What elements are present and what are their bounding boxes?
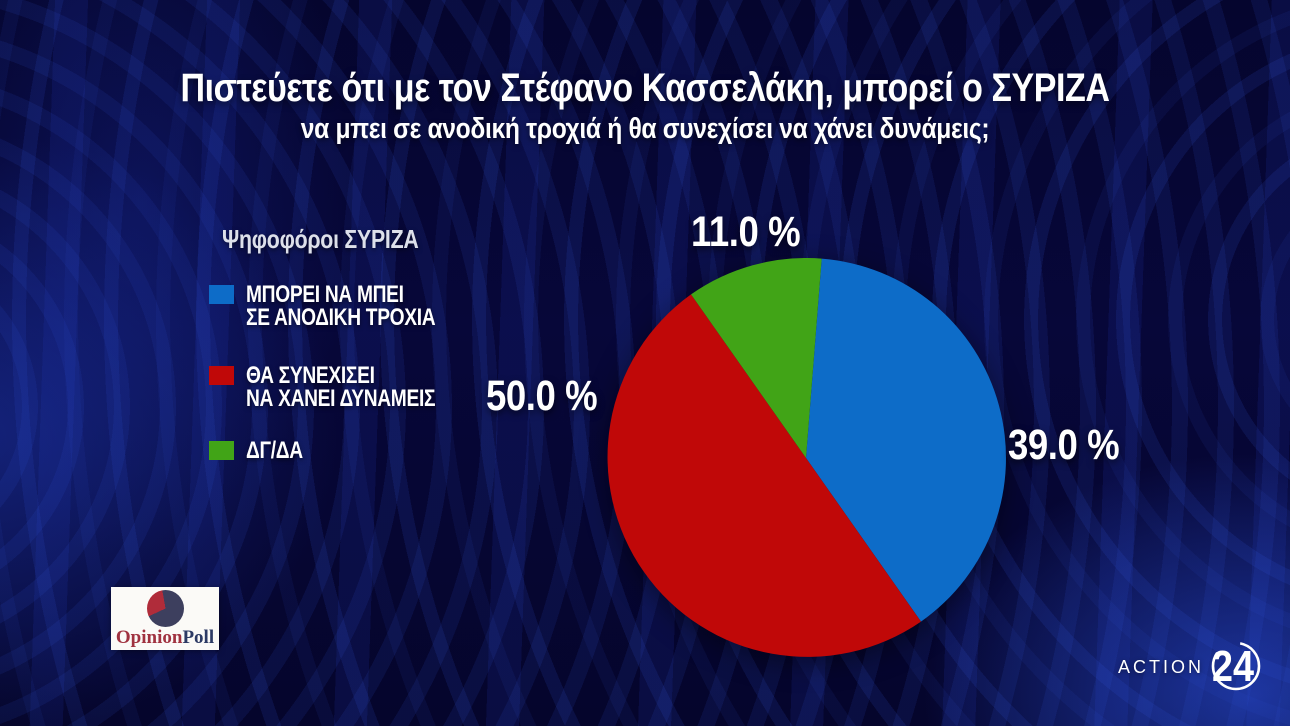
- title-block: Πιστεύετε ότι με τον Στέφανο Κασσελάκη, …: [0, 66, 1290, 146]
- opinionpoll-word-opinion: Opinion: [115, 627, 183, 648]
- pie-slice: [607, 294, 921, 657]
- opinionpoll-word-poll: Poll: [182, 627, 215, 648]
- legend-label-line1: ΜΠΟΡΕΙ ΝΑ ΜΠΕΙ: [246, 281, 404, 308]
- legend-label: ΘΑ ΣΥΝΕΧΙΣΕΙ ΝΑ ΧΑΝΕΙ ΔΥΝΑΜΕΙΣ: [246, 362, 436, 412]
- legend-label-line1: ΘΑ ΣΥΝΕΧΙΣΕΙ: [246, 362, 375, 389]
- legend-label-line2: ΣΕ ΑΝΟΔΙΚΗ ΤΡΟΧΙΑ: [246, 304, 436, 331]
- pie-value-label-red: 50.0 %: [486, 372, 598, 420]
- action24-wordmark: ACTION: [1118, 656, 1205, 677]
- opinionpoll-pie-icon: [147, 590, 184, 627]
- poll-question-line1: Πιστεύετε ότι με τον Στέφανο Κασσελάκη, …: [180, 66, 1110, 110]
- pie-chart-svg: [607, 258, 1006, 657]
- action24-circle-badge: 24: [1211, 641, 1261, 691]
- legend-header: Ψηφοφόροι ΣΥΡΙΖΑ: [222, 224, 419, 254]
- legend-swatch-blue: [209, 285, 234, 304]
- action24-logo: ACTION 24: [1118, 640, 1263, 694]
- legend-label: ΜΠΟΡΕΙ ΝΑ ΜΠΕΙ ΣΕ ΑΝΟΔΙΚΗ ΤΡΟΧΙΑ: [246, 281, 436, 331]
- legend-item-anodiki-troxia: ΜΠΟΡΕΙ ΝΑ ΜΠΕΙ ΣΕ ΑΝΟΔΙΚΗ ΤΡΟΧΙΑ: [209, 281, 483, 331]
- pie-chart: [604, 256, 1008, 660]
- poll-question-line2: να μπει σε ανοδική τροχιά ή θα συνεχίσει…: [300, 112, 990, 145]
- legend-item-dg-da: ΔΓ/ΔΑ: [209, 437, 317, 464]
- pie-slice: [806, 258, 1006, 622]
- legend-label-line1: ΔΓ/ΔΑ: [246, 437, 303, 464]
- legend-swatch-green: [209, 441, 234, 460]
- legend-label-line2: ΝΑ ΧΑΝΕΙ ΔΥΝΑΜΕΙΣ: [246, 385, 436, 412]
- opinionpoll-wordmark: OpinionPoll: [111, 628, 219, 647]
- legend-item-xanei-dynameis: ΘΑ ΣΥΝΕΧΙΣΕΙ ΝΑ ΧΑΝΕΙ ΔΥΝΑΜΕΙΣ: [209, 362, 482, 412]
- opinionpoll-logo: OpinionPoll: [111, 587, 219, 650]
- pie-slice: [691, 258, 822, 458]
- legend-swatch-red: [209, 366, 234, 385]
- pie-value-label-green: 11.0 %: [691, 208, 801, 256]
- action24-number: 24: [1212, 642, 1254, 691]
- pie-value-label-blue: 39.0 %: [1008, 421, 1120, 469]
- action24-circle-icon: [1211, 641, 1261, 691]
- legend-label: ΔΓ/ΔΑ: [246, 437, 303, 464]
